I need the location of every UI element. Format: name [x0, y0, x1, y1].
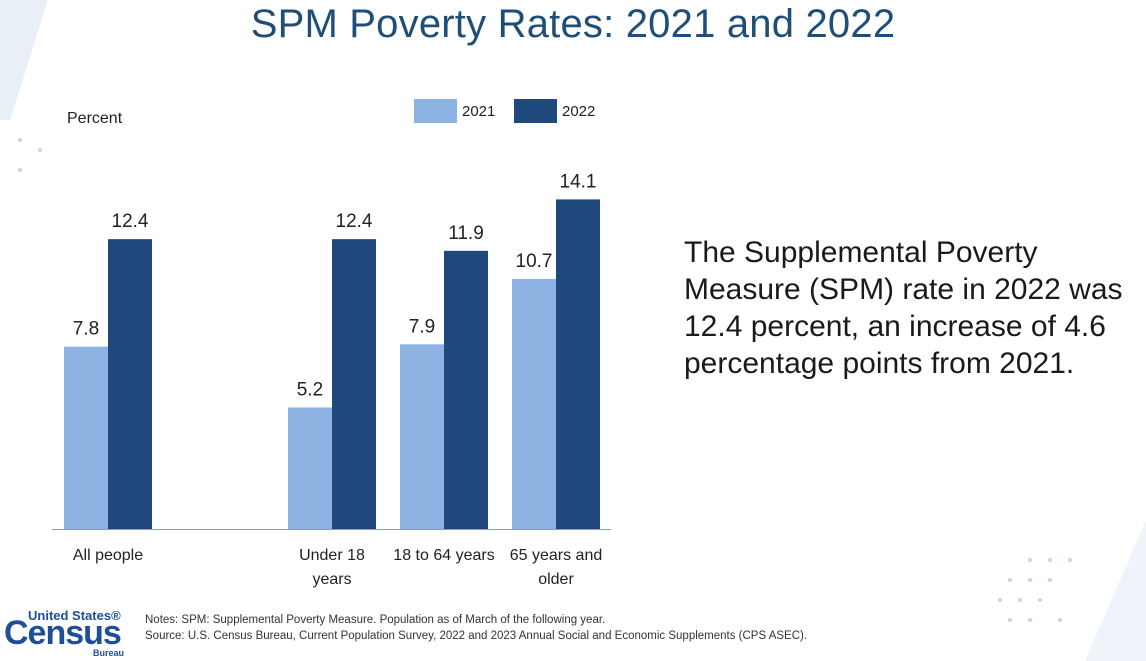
chart-bars: 7.8 12.4 5.2 12.4 7.9 11.9 10.7 14.1: [64, 171, 600, 529]
bar-2021-0: [64, 346, 108, 529]
bar-chart: Percent 2021 2022 7.8 12.4 5.2 12.4 7.9 11.9 10…: [52, 99, 611, 588]
data-label-2021-3: 10.7: [516, 251, 553, 272]
x-axis-labels: All people Under 18 years 18 to 64 years 65 …: [73, 547, 602, 588]
census-logo: United States® Census Bureau: [4, 608, 128, 660]
x-tick-label-1-1: years: [312, 571, 351, 588]
x-tick-label-2-0: 18 to 64 years: [393, 547, 494, 564]
legend-label-2021: 2021: [462, 103, 495, 120]
notes-line: Notes: SPM: Supplemental Poverty Measure…: [145, 614, 606, 626]
x-tick-label-0-0: All people: [73, 547, 143, 564]
chart-legend: 2021 2022: [414, 99, 595, 123]
bar-2022-1: [332, 239, 376, 529]
data-label-2021-0: 7.8: [73, 319, 99, 340]
x-tick-label-1-0: Under 18: [299, 547, 365, 564]
slide-title: SPM Poverty Rates: 2021 and 2022: [250, 2, 896, 46]
y-axis-label: Percent: [67, 110, 123, 127]
data-label-2022-0: 12.4: [112, 211, 149, 232]
notes-block: Notes: SPM: Supplemental Poverty Measure…: [145, 612, 807, 644]
data-label-2021-1: 5.2: [297, 379, 323, 400]
legend-label-2022: 2022: [562, 103, 595, 120]
data-label-2021-2: 7.9: [409, 316, 435, 337]
bar-2021-1: [288, 407, 332, 529]
x-tick-label-3-1: older: [538, 571, 574, 588]
logo-bottom-text: Bureau: [92, 648, 124, 658]
data-label-2022-1: 12.4: [336, 211, 373, 232]
bar-2022-2: [444, 250, 488, 529]
logo-top-text: United States®: [28, 608, 121, 623]
source-line: Source: U.S. Census Bureau, Current Popu…: [145, 630, 808, 642]
bar-2021-2: [400, 344, 444, 529]
logo-main-text: Census: [4, 614, 122, 652]
legend-swatch-2022: [514, 99, 557, 123]
data-label-2022-3: 14.1: [560, 171, 597, 192]
bar-2021-3: [512, 278, 556, 529]
bar-2022-3: [556, 199, 600, 529]
bar-2022-0: [108, 239, 152, 529]
legend-swatch-2021: [414, 99, 457, 123]
summary-text: The Supplemental Poverty Measure (SPM) r…: [684, 236, 1123, 380]
x-tick-label-3-0: 65 years and: [510, 547, 603, 564]
data-label-2022-2: 11.9: [448, 223, 484, 244]
